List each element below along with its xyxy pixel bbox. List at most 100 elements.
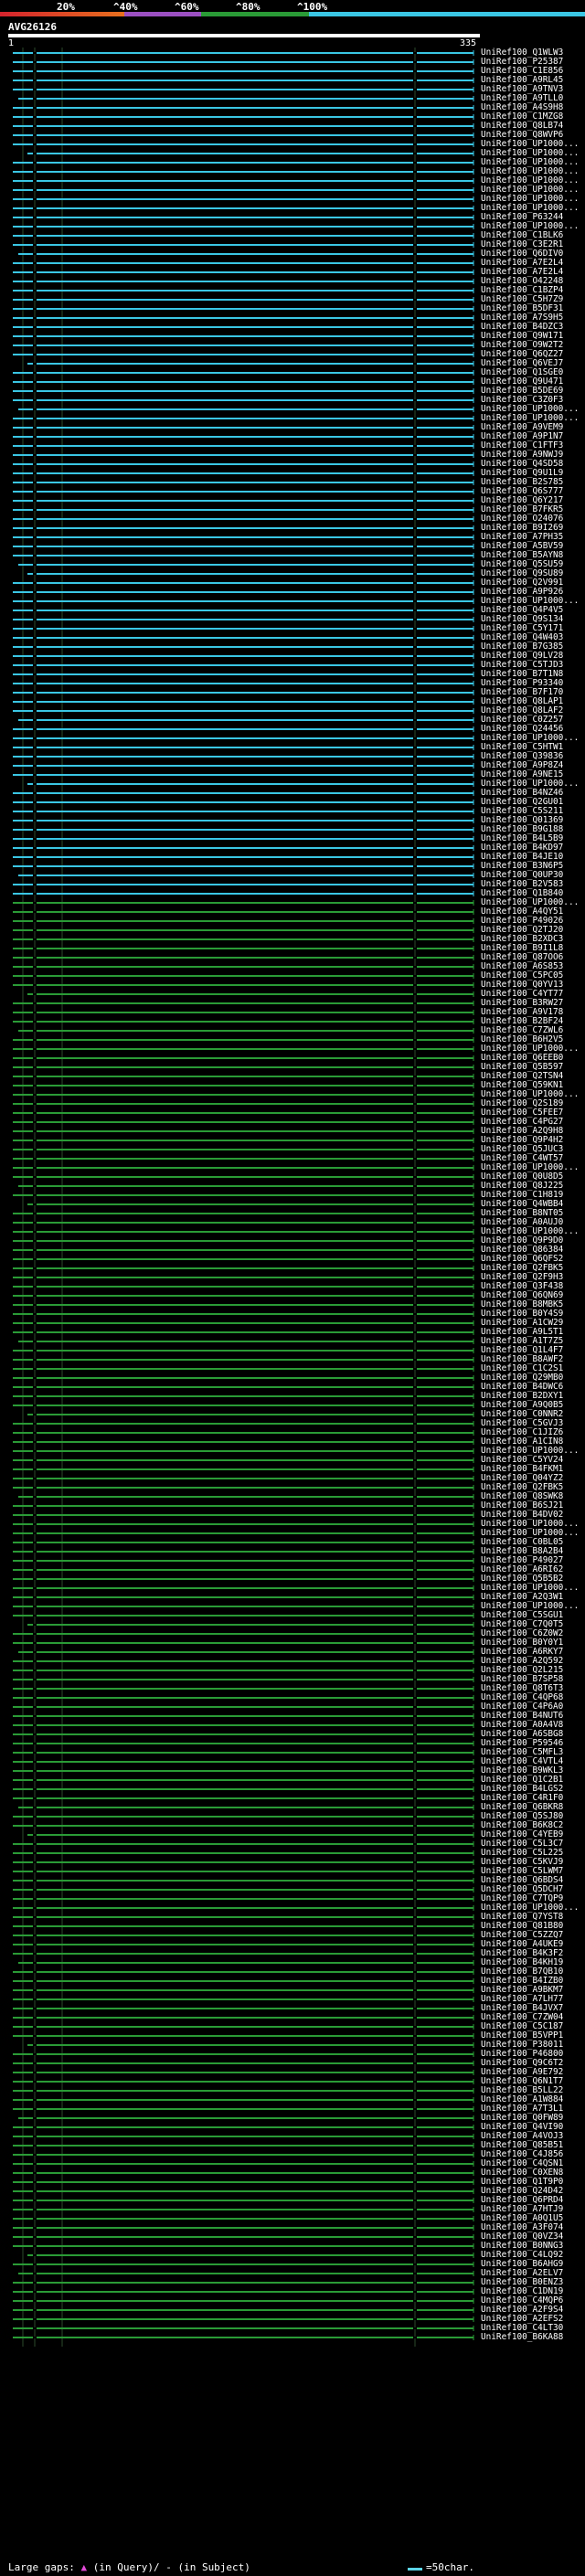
hit-label[interactable]: UniRef100_Q04YZ2: [481, 1473, 564, 1483]
hit-label[interactable]: UniRef100_A1CIN8: [481, 1436, 564, 1447]
hit-label[interactable]: UniRef100_B5DF31: [481, 303, 564, 313]
hit-label[interactable]: UniRef100_C1MZG8: [481, 111, 564, 122]
hit-label[interactable]: UniRef100_Q24D42: [481, 2186, 564, 2196]
hit-label[interactable]: UniRef100_C1BZP4: [481, 285, 564, 295]
hit-label[interactable]: UniRef100_Q6QFS2: [481, 1254, 564, 1264]
hit-label[interactable]: UniRef100_Q4VI90: [481, 2122, 564, 2132]
hit-label[interactable]: UniRef100_Q0FW89: [481, 2113, 564, 2123]
hit-label[interactable]: UniRef100_Q8SWK8: [481, 1491, 564, 1501]
hit-label[interactable]: UniRef100_B9G188: [481, 824, 564, 834]
hit-label[interactable]: UniRef100_Q8J225: [481, 1181, 564, 1191]
hit-label[interactable]: UniRef100_Q9U471: [481, 376, 564, 387]
hit-label[interactable]: UniRef100_C0Z257: [481, 715, 564, 725]
hit-label[interactable]: UniRef100_A9V178: [481, 1007, 564, 1017]
hit-label[interactable]: UniRef100_Q6S777: [481, 486, 564, 496]
hit-label[interactable]: UniRef100_P46800: [481, 2049, 564, 2059]
hit-label[interactable]: UniRef100_A1CW29: [481, 1318, 564, 1328]
hit-label[interactable]: UniRef100_B6AHG9: [481, 2259, 564, 2269]
hit-label[interactable]: UniRef100_A9BKM7: [481, 1985, 564, 1995]
hit-label[interactable]: UniRef100_Q0VZ34: [481, 2231, 564, 2242]
hit-label[interactable]: UniRef100_C7ZWL6: [481, 1025, 564, 1035]
hit-label[interactable]: UniRef100_C5YV24: [481, 1455, 564, 1465]
hit-label[interactable]: UniRef100_Q9W171: [481, 331, 564, 341]
hit-label[interactable]: UniRef100_B4LGS2: [481, 1784, 564, 1794]
hit-label[interactable]: UniRef100_UP1000...: [481, 194, 580, 204]
hit-label[interactable]: UniRef100_B8NT05: [481, 1208, 564, 1218]
hit-label[interactable]: UniRef100_B2DXY1: [481, 1391, 564, 1401]
hit-label[interactable]: UniRef100_C4R1F0: [481, 1793, 564, 1803]
hit-label[interactable]: UniRef100_Q6Y217: [481, 495, 564, 505]
hit-label[interactable]: UniRef100_C1DN19: [481, 2286, 564, 2296]
hit-label[interactable]: UniRef100_C1E856: [481, 66, 564, 76]
hit-label[interactable]: UniRef100_Q0U8D5: [481, 1171, 564, 1182]
hit-label[interactable]: UniRef100_C6Z0W2: [481, 1628, 564, 1638]
hit-label[interactable]: UniRef100_C1FTF3: [481, 440, 564, 451]
hit-label[interactable]: UniRef100_A0Q1U5: [481, 2213, 564, 2223]
hit-label[interactable]: UniRef100_A1T7Z5: [481, 1336, 564, 1346]
hit-label[interactable]: UniRef100_Q5JUC3: [481, 1144, 564, 1154]
hit-label[interactable]: UniRef100_A7PH35: [481, 532, 564, 542]
hit-label[interactable]: UniRef100_A2Q3W1: [481, 1592, 564, 1602]
hit-label[interactable]: UniRef100_UP1000...: [481, 897, 580, 907]
hit-label[interactable]: UniRef100_B6SJ21: [481, 1500, 564, 1511]
hit-label[interactable]: UniRef100_Q6QZ27: [481, 349, 564, 359]
hit-label[interactable]: UniRef100_UP1000...: [481, 185, 580, 195]
hit-label[interactable]: UniRef100_C5S211: [481, 806, 564, 816]
hit-label[interactable]: UniRef100_A0A4V8: [481, 1720, 564, 1730]
hit-label[interactable]: UniRef100_Q5SJ80: [481, 1811, 564, 1821]
hit-label[interactable]: UniRef100_O42248: [481, 276, 564, 286]
hit-label[interactable]: UniRef100_C5HTW1: [481, 742, 564, 752]
hit-label[interactable]: UniRef100_C5ZZQ7: [481, 1930, 564, 1940]
hit-label[interactable]: UniRef100_C3E2R1: [481, 239, 564, 249]
hit-label[interactable]: UniRef100_Q7YST8: [481, 1912, 564, 1922]
hit-label[interactable]: UniRef100_B7FKR5: [481, 504, 564, 514]
hit-label[interactable]: UniRef100_C4WT57: [481, 1153, 564, 1163]
hit-label[interactable]: UniRef100_Q86384: [481, 1245, 564, 1255]
hit-label[interactable]: UniRef100_Q2TSN4: [481, 1071, 564, 1081]
hit-label[interactable]: UniRef100_B8MBK5: [481, 1299, 564, 1309]
hit-label[interactable]: UniRef100_B3N6P5: [481, 861, 564, 871]
hit-label[interactable]: UniRef100_B3RW27: [481, 998, 564, 1008]
hit-label[interactable]: UniRef100_UP1000...: [481, 1528, 580, 1538]
hit-label[interactable]: UniRef100_Q5SU59: [481, 559, 564, 569]
hit-label[interactable]: UniRef100_P38011: [481, 2040, 564, 2050]
hit-label[interactable]: UniRef100_UP1000...: [481, 221, 580, 231]
hit-label[interactable]: UniRef100_UP1000...: [481, 1601, 580, 1611]
hit-label[interactable]: UniRef100_Q1SGE0: [481, 367, 564, 377]
hit-label[interactable]: UniRef100_A9TLL0: [481, 93, 564, 103]
hit-label[interactable]: UniRef100_A2EFS2: [481, 2314, 564, 2324]
hit-label[interactable]: UniRef100_UP1000...: [481, 413, 580, 423]
hit-label[interactable]: UniRef100_Q4W403: [481, 632, 564, 642]
hit-label[interactable]: UniRef100_Q6BDS4: [481, 1875, 564, 1885]
hit-label[interactable]: UniRef100_Q9S134: [481, 614, 564, 624]
hit-label[interactable]: UniRef100_C4YEB9: [481, 1829, 564, 1839]
hit-label[interactable]: UniRef100_Q8T6T3: [481, 1683, 564, 1693]
hit-label[interactable]: UniRef100_A9P1N7: [481, 431, 564, 441]
hit-label[interactable]: UniRef100_Q5DCH7: [481, 1884, 564, 1894]
hit-label[interactable]: UniRef100_C5L3C7: [481, 1839, 564, 1849]
hit-label[interactable]: UniRef100_C4YT77: [481, 989, 564, 999]
hit-label[interactable]: UniRef100_B7QB10: [481, 1966, 564, 1977]
hit-label[interactable]: UniRef100_C1H819: [481, 1190, 564, 1200]
hit-label[interactable]: UniRef100_A6RI62: [481, 1564, 564, 1574]
hit-label[interactable]: UniRef100_B4NZ46: [481, 788, 564, 798]
hit-label[interactable]: UniRef100_O24076: [481, 514, 564, 524]
hit-label[interactable]: UniRef100_B0NNG3: [481, 2241, 564, 2251]
hit-label[interactable]: UniRef100_Q2FBK5: [481, 1263, 564, 1273]
hit-label[interactable]: UniRef100_C4PG27: [481, 1117, 564, 1127]
hit-label[interactable]: UniRef100_Q9P4H2: [481, 1135, 564, 1145]
hit-label[interactable]: UniRef100_B4KH19: [481, 1957, 564, 1967]
hit-label[interactable]: UniRef100_P59546: [481, 1738, 564, 1748]
hit-label[interactable]: UniRef100_Q6VEJ7: [481, 358, 564, 368]
hit-label[interactable]: UniRef100_Q6BKR8: [481, 1802, 564, 1812]
hit-label[interactable]: UniRef100_A5BV59: [481, 541, 564, 551]
hit-label[interactable]: UniRef100_C7ZW04: [481, 2012, 564, 2022]
hit-label[interactable]: UniRef100_UP1000...: [481, 175, 580, 186]
hit-label[interactable]: UniRef100_B7T1N8: [481, 669, 564, 679]
hit-label[interactable]: UniRef100_Q29MB0: [481, 1373, 564, 1383]
hit-label[interactable]: UniRef100_Q01369: [481, 815, 564, 825]
hit-label[interactable]: UniRef100_UP1000...: [481, 1089, 580, 1099]
hit-label[interactable]: UniRef100_A9VEM9: [481, 422, 564, 432]
hit-label[interactable]: UniRef100_Q6EEB0: [481, 1053, 564, 1063]
hit-label[interactable]: UniRef100_C5PC05: [481, 970, 564, 981]
